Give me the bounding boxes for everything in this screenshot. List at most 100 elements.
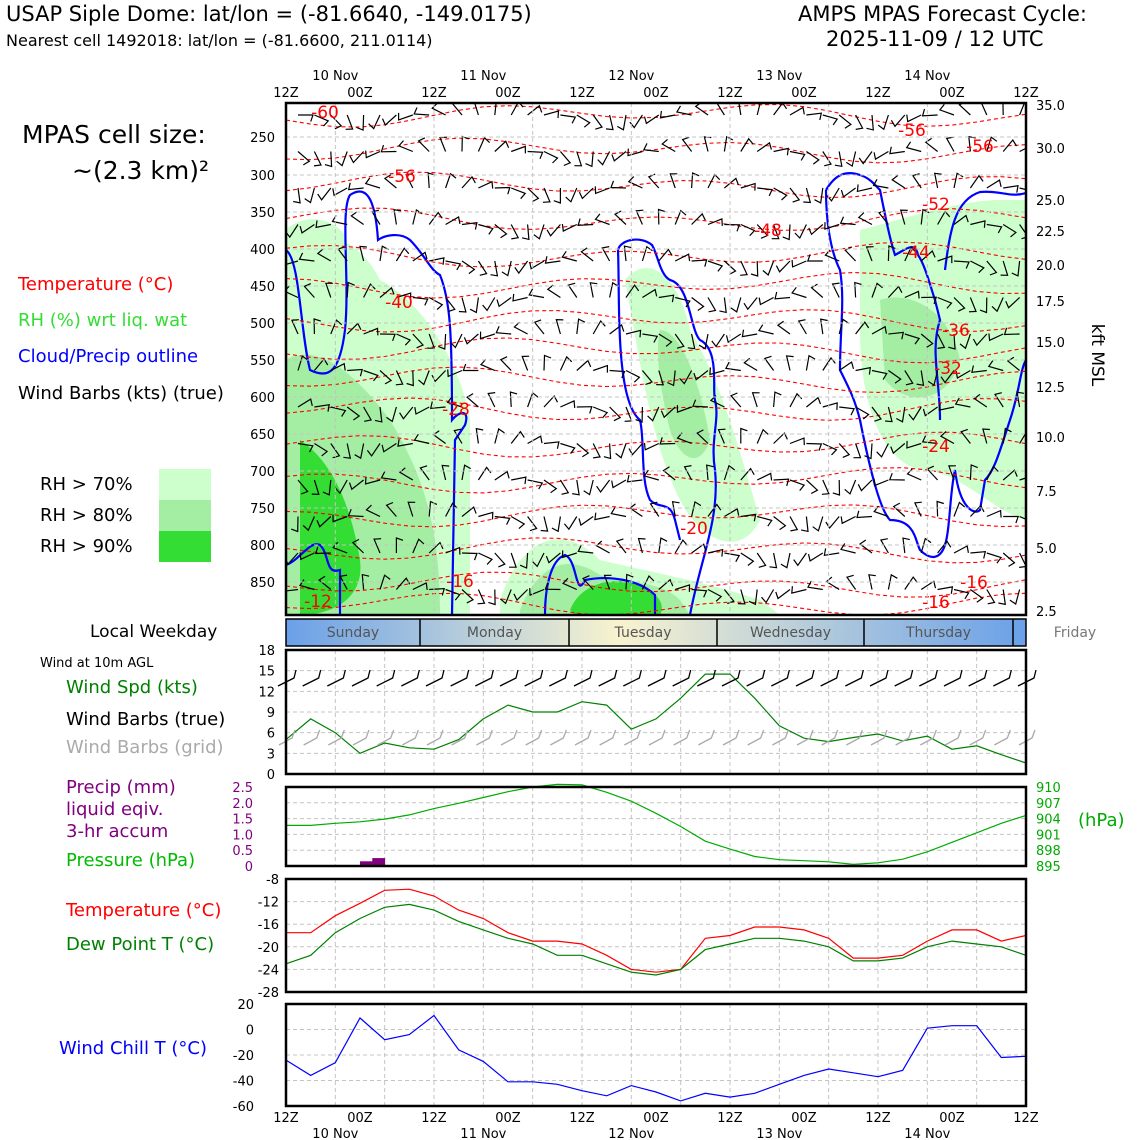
wind-barb [479, 358, 496, 372]
isotherm-label: -12 [304, 592, 332, 612]
wind-barb-grid [821, 729, 839, 746]
wind-barb [953, 214, 969, 225]
wind-barb [773, 103, 788, 116]
wind-barb [899, 209, 908, 225]
wind-barb [986, 465, 999, 481]
cell-size-value: ~(2.3 km)² [72, 156, 210, 185]
wind-barb [314, 114, 330, 127]
wind-barb [840, 515, 856, 525]
isotherm-label: -28 [442, 400, 470, 420]
wind-barb [304, 187, 315, 204]
wind-barb [845, 151, 857, 168]
wind-barb [576, 114, 591, 128]
isotherm-label: -44 [902, 243, 930, 263]
wind-barb [406, 370, 414, 387]
wind-barb [510, 103, 524, 116]
wind-barb-true [302, 669, 322, 687]
windchill-tick: -60 [233, 1100, 254, 1115]
wind-barb [567, 282, 578, 298]
wind-barb [873, 150, 889, 161]
wind-barb [477, 260, 488, 276]
wind-barb [345, 114, 354, 130]
wind-barb [527, 187, 540, 203]
time-tick-bottom: 12Z [1013, 1111, 1039, 1126]
wind-barb [461, 175, 476, 189]
wind-barb [286, 588, 299, 592]
wind-barb [350, 211, 364, 225]
wind-barb [346, 281, 355, 298]
legend-cloud: Cloud/Precip outline [18, 346, 199, 367]
wind-barb [991, 297, 1004, 313]
wind-barb [494, 515, 511, 525]
temp-tick: -16 [258, 918, 279, 933]
wind-barb [724, 177, 739, 189]
wind-barb [563, 516, 578, 531]
windchill-tick: -40 [233, 1075, 254, 1090]
legend-wind-true: Wind Barbs (true) [66, 709, 226, 730]
wind-barb [560, 400, 576, 408]
date-label-top: 10 Nov [312, 69, 358, 84]
wind-barb [643, 442, 660, 451]
wind-barb [594, 186, 610, 195]
wind-barb [1002, 103, 1004, 116]
wind-barb [810, 283, 824, 298]
wind-barb [806, 254, 823, 262]
wind-barb [658, 248, 673, 262]
wind-barb [513, 589, 529, 602]
wind-barb-true [1017, 669, 1037, 687]
wind-barb-grid [673, 729, 691, 746]
wind-barb [858, 151, 873, 165]
height-tick: 10.0 [1036, 431, 1065, 446]
isotherm [286, 571, 1026, 598]
wind-barb-grid [328, 729, 345, 746]
wind-barb [888, 472, 905, 481]
pressure-hpa-tick: 898 [1036, 844, 1061, 859]
wind-barb [855, 406, 870, 420]
wind-barb [540, 516, 549, 532]
wind-barb-grid [846, 729, 863, 746]
wind-barb [920, 537, 932, 554]
wind-barb [490, 260, 499, 277]
wind-barb [396, 333, 412, 346]
cloud-outline [943, 190, 1026, 271]
date-label-bottom: 10 Nov [312, 1127, 358, 1140]
temperature-frame [284, 877, 1028, 994]
wind-barb [1002, 427, 1012, 444]
wind-barb [674, 253, 691, 262]
wind-barb-true [795, 669, 815, 687]
wind-speed-line [285, 673, 1027, 764]
dewpoint-line [285, 903, 1027, 976]
wind-barb [494, 140, 510, 152]
wind-barb [937, 586, 954, 594]
wind-barb [789, 150, 806, 161]
wind-barb [948, 465, 956, 481]
isotherm [286, 271, 1026, 299]
wind-barb [696, 429, 709, 444]
wind-barb [865, 246, 874, 262]
wind-barb [661, 138, 676, 153]
wind-barb [982, 428, 990, 444]
wind-barb [555, 318, 564, 335]
wind-barb-grid [796, 729, 814, 746]
isotherm [286, 171, 1026, 199]
pressure-tick: 550 [250, 354, 275, 369]
temperature-line [286, 888, 1027, 973]
date-label-top: 14 Nov [904, 69, 950, 84]
wind-barb [626, 474, 643, 483]
wind-barb [806, 396, 822, 408]
wind-barb [529, 588, 545, 596]
wind-barb-grid [920, 729, 937, 746]
wind-barb [533, 319, 545, 335]
wind-barb [756, 472, 773, 481]
wind-barb [417, 137, 430, 152]
wind-barb [953, 588, 970, 600]
wind-barb [791, 259, 807, 268]
wind-barb [428, 541, 444, 554]
wind-barb [825, 516, 840, 530]
wind-barb-true [894, 669, 914, 687]
wind-barb [642, 143, 659, 153]
wind-barb [336, 151, 348, 167]
pressure-tick: 850 [250, 576, 275, 591]
wind-barb [776, 320, 791, 335]
isotherm-label: -60 [311, 103, 339, 123]
